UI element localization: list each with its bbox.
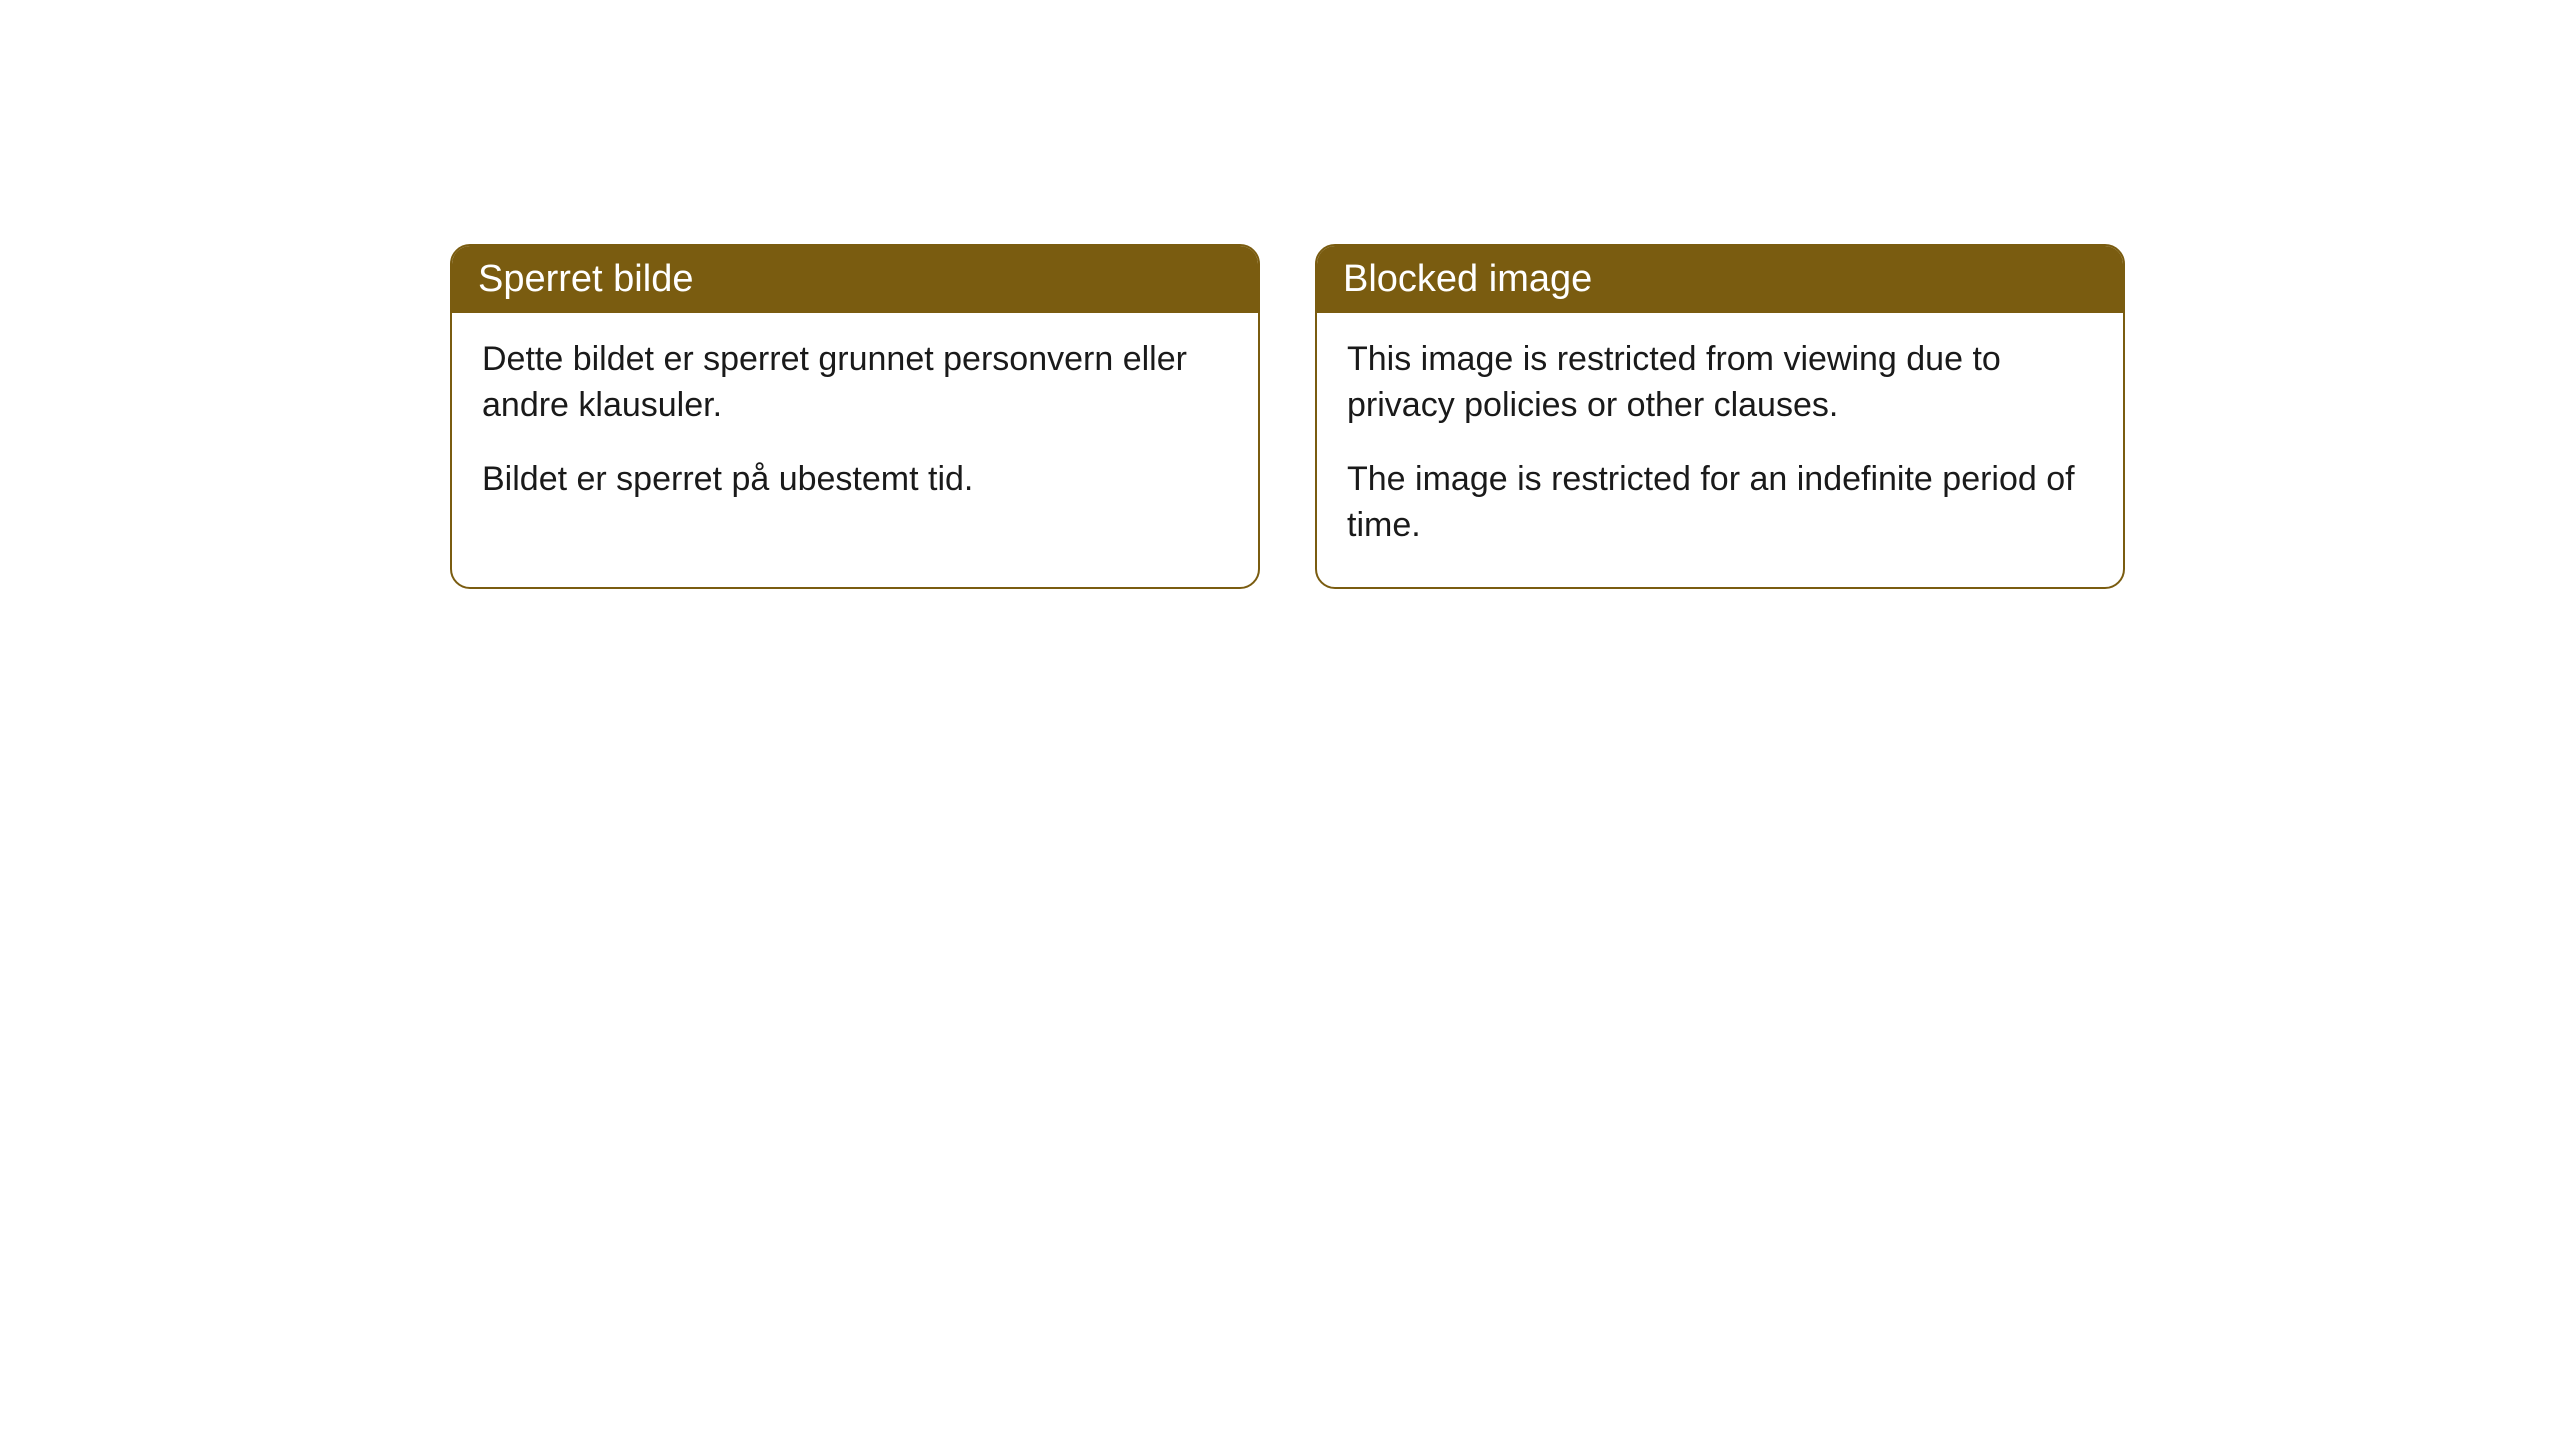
card-title: Sperret bilde [478,258,693,300]
blocked-image-card-no: Sperret bilde Dette bildet er sperret gr… [450,244,1260,589]
card-header: Sperret bilde [452,246,1258,313]
notice-cards-container: Sperret bilde Dette bildet er sperret gr… [450,244,2125,589]
card-paragraph: The image is restricted for an indefinit… [1347,457,2093,549]
card-body: Dette bildet er sperret grunnet personve… [452,313,1258,541]
card-header: Blocked image [1317,246,2123,313]
card-paragraph: This image is restricted from viewing du… [1347,337,2093,429]
card-body: This image is restricted from viewing du… [1317,313,2123,587]
card-title: Blocked image [1343,258,1592,300]
card-paragraph: Dette bildet er sperret grunnet personve… [482,337,1228,429]
blocked-image-card-en: Blocked image This image is restricted f… [1315,244,2125,589]
card-paragraph: Bildet er sperret på ubestemt tid. [482,457,1228,503]
